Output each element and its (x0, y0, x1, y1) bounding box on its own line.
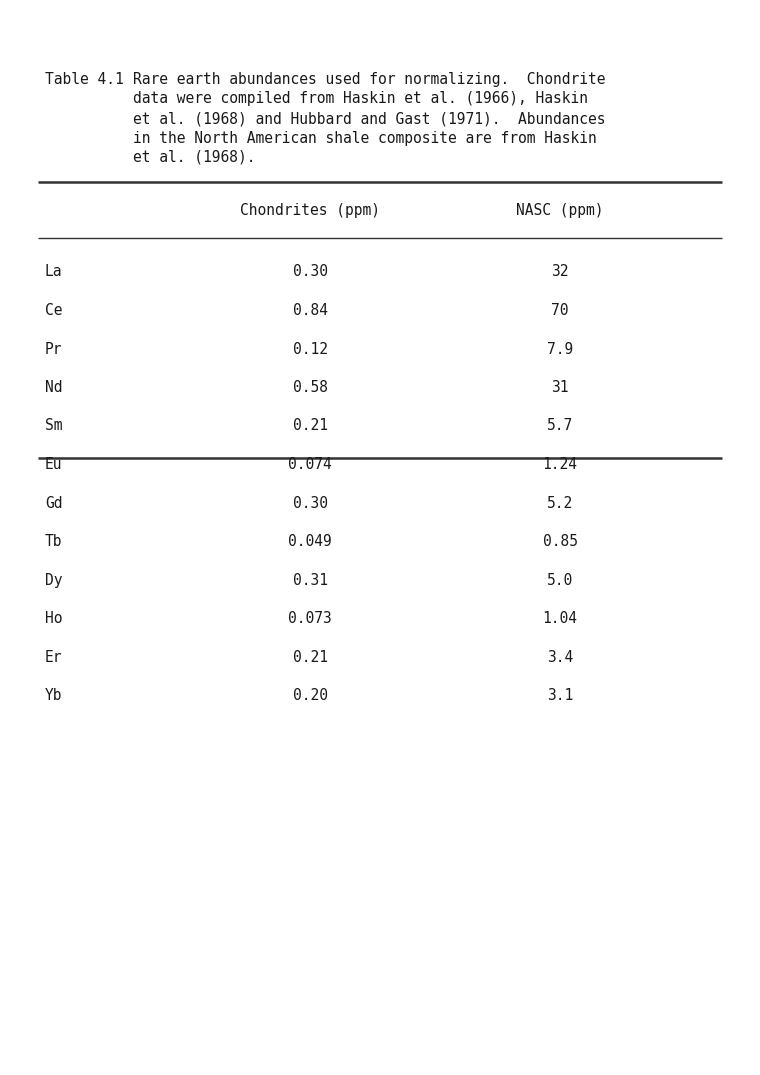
Text: 5.0: 5.0 (547, 573, 573, 588)
Text: 1.24: 1.24 (543, 457, 578, 472)
Text: 0.20: 0.20 (293, 688, 328, 703)
Text: Pr: Pr (45, 342, 62, 357)
Text: Rare earth abundances used for normalizing.  Chondrite: Rare earth abundances used for normalizi… (133, 72, 606, 87)
Text: 0.074: 0.074 (288, 457, 332, 472)
Text: 0.30: 0.30 (293, 264, 328, 280)
Text: Dy: Dy (45, 573, 62, 588)
Text: 5.7: 5.7 (547, 418, 573, 433)
Text: 0.31: 0.31 (293, 573, 328, 588)
Text: 3.4: 3.4 (547, 649, 573, 664)
Text: 5.2: 5.2 (547, 496, 573, 511)
Text: Er: Er (45, 649, 62, 664)
Text: Ce: Ce (45, 303, 62, 318)
Text: Nd: Nd (45, 379, 62, 395)
Text: 32: 32 (551, 264, 568, 280)
Text: Tb: Tb (45, 534, 62, 549)
Text: 0.30: 0.30 (293, 496, 328, 511)
Text: et al. (1968) and Hubbard and Gast (1971).  Abundances: et al. (1968) and Hubbard and Gast (1971… (133, 111, 606, 126)
Text: data were compiled from Haskin et al. (1966), Haskin: data were compiled from Haskin et al. (1… (133, 91, 588, 106)
Text: 31: 31 (551, 379, 568, 395)
Text: 0.073: 0.073 (288, 611, 332, 626)
Text: La: La (45, 264, 62, 280)
Text: Sm: Sm (45, 418, 62, 433)
Text: Chondrites (ppm): Chondrites (ppm) (240, 202, 380, 217)
Text: Eu: Eu (45, 457, 62, 472)
Text: 3.1: 3.1 (547, 688, 573, 703)
Text: et al. (1968).: et al. (1968). (133, 151, 255, 164)
Text: 0.58: 0.58 (293, 379, 328, 395)
Text: 7.9: 7.9 (547, 342, 573, 357)
Text: Gd: Gd (45, 496, 62, 511)
Text: in the North American shale composite are from Haskin: in the North American shale composite ar… (133, 130, 597, 145)
Text: 0.21: 0.21 (293, 649, 328, 664)
Text: Yb: Yb (45, 688, 62, 703)
Text: 0.21: 0.21 (293, 418, 328, 433)
Text: 0.85: 0.85 (543, 534, 578, 549)
Text: 0.049: 0.049 (288, 534, 332, 549)
Text: Table 4.1: Table 4.1 (45, 72, 124, 87)
Text: 70: 70 (551, 303, 568, 318)
Text: Ho: Ho (45, 611, 62, 626)
Text: 0.12: 0.12 (293, 342, 328, 357)
Text: NASC (ppm): NASC (ppm) (516, 202, 603, 217)
Text: 0.84: 0.84 (293, 303, 328, 318)
Text: 1.04: 1.04 (543, 611, 578, 626)
